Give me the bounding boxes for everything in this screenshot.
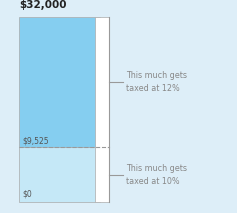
Text: $32,000: $32,000 xyxy=(19,0,66,10)
Text: $0: $0 xyxy=(23,189,32,198)
Text: This much gets
taxed at 10%: This much gets taxed at 10% xyxy=(126,164,187,186)
Bar xyxy=(95,17,109,202)
Bar xyxy=(19,17,100,147)
Text: This much gets
taxed at 12%: This much gets taxed at 12% xyxy=(126,71,187,93)
Bar xyxy=(19,147,100,202)
Text: $9,525: $9,525 xyxy=(23,136,49,145)
